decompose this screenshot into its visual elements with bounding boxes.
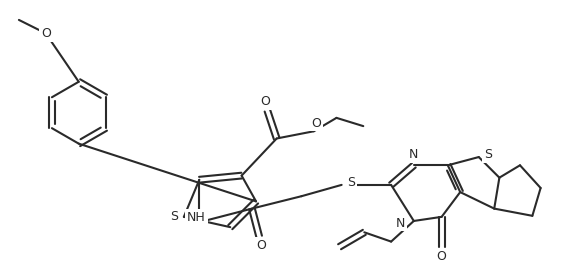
Text: S: S	[171, 210, 179, 223]
Text: O: O	[41, 27, 51, 40]
Text: NH: NH	[187, 211, 206, 224]
Text: O: O	[260, 95, 270, 108]
Text: N: N	[409, 148, 419, 162]
Text: N: N	[396, 217, 405, 230]
Text: S: S	[484, 148, 492, 162]
Text: O: O	[436, 250, 447, 262]
Text: O: O	[311, 116, 321, 130]
Text: O: O	[256, 239, 266, 252]
Text: S: S	[347, 176, 355, 189]
